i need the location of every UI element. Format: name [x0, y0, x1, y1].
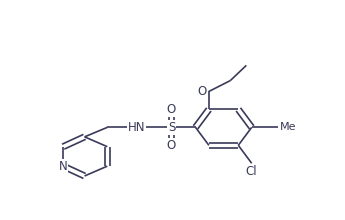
Text: Cl: Cl: [246, 165, 257, 178]
Text: HN: HN: [128, 121, 145, 134]
Text: N: N: [59, 160, 68, 173]
Text: O: O: [197, 85, 207, 98]
Text: S: S: [168, 121, 175, 134]
Text: O: O: [167, 103, 176, 116]
Text: Me: Me: [280, 122, 296, 132]
Text: O: O: [167, 139, 176, 152]
